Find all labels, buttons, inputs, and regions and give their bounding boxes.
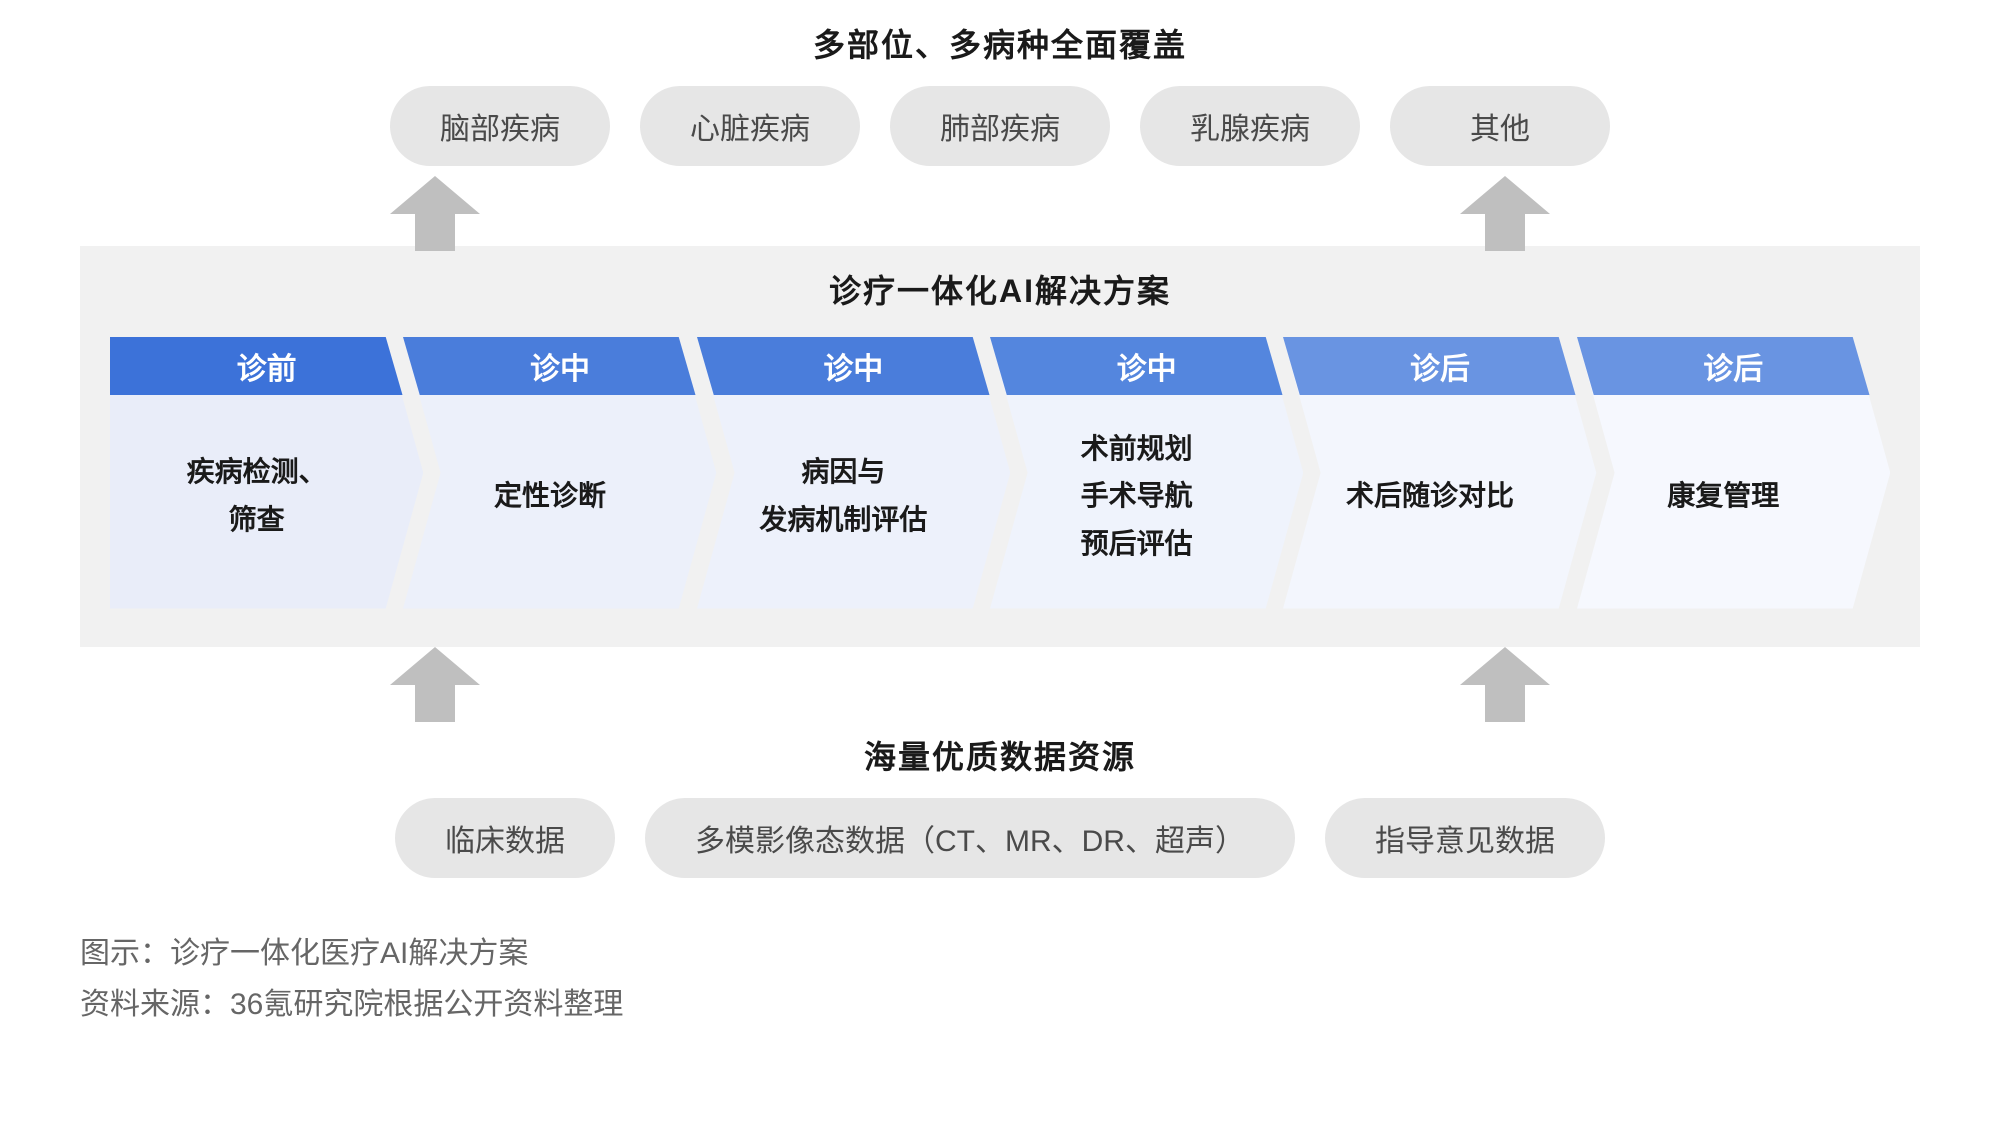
top-pill-row: 脑部疾病心脏疾病肺部疾病乳腺疾病其他: [80, 86, 1920, 166]
stage-header-label: 诊后: [1283, 337, 1596, 395]
stage-header-label: 诊中: [403, 337, 716, 395]
up-arrow-icon-1: [1460, 647, 1550, 722]
stage-3: 诊中术前规划手术导航预后评估: [990, 337, 1303, 597]
top-pill-2: 肺部疾病: [890, 86, 1110, 166]
top-pill-0: 脑部疾病: [390, 86, 610, 166]
stage-5: 诊后康复管理: [1577, 337, 1890, 597]
top-pill-1: 心脏疾病: [640, 86, 860, 166]
stage-2: 诊中病因与发病机制评估: [697, 337, 1010, 597]
stage-header-label: 诊中: [697, 337, 1010, 395]
up-arrow-icon-1: [1460, 176, 1550, 251]
middle-section: 诊疗一体化AI解决方案 诊前疾病检测、筛查诊中定性诊断诊中病因与发病机制评估诊中…: [80, 246, 1920, 647]
top-title: 多部位、多病种全面覆盖: [80, 20, 1920, 66]
arrow-row-bottom: [80, 647, 1920, 717]
up-arrow-icon-0: [390, 176, 480, 251]
stage-4: 诊后术后随诊对比: [1283, 337, 1596, 597]
stage-body-text: 病因与发病机制评估: [707, 395, 980, 597]
top-pill-4: 其他: [1390, 86, 1610, 166]
arrow-row-top: [80, 176, 1920, 246]
stage-body-text: 康复管理: [1587, 395, 1860, 597]
top-pill-3: 乳腺疾病: [1140, 86, 1360, 166]
up-arrow-icon-0: [390, 647, 480, 722]
stage-body-text: 术前规划手术导航预后评估: [1000, 395, 1273, 597]
bottom-pill-row: 临床数据多模影像态数据（CT、MR、DR、超声） 指导意见数据: [80, 798, 1920, 878]
bottom-pill-1: 多模影像态数据（CT、MR、DR、超声）: [645, 798, 1295, 878]
chevron-row: 诊前疾病检测、筛查诊中定性诊断诊中病因与发病机制评估诊中术前规划手术导航预后评估…: [110, 337, 1890, 597]
stage-header-label: 诊前: [110, 337, 423, 395]
stage-header-label: 诊后: [1577, 337, 1890, 395]
stage-body-text: 疾病检测、筛查: [120, 395, 393, 597]
stage-1: 诊中定性诊断: [403, 337, 716, 597]
stage-0: 诊前疾病检测、筛查: [110, 337, 423, 597]
stage-header-label: 诊中: [990, 337, 1303, 395]
caption: 图示：诊疗一体化医疗AI解决方案 资料来源：36氪研究院根据公开资料整理: [80, 928, 1920, 1030]
middle-title: 诊疗一体化AI解决方案: [110, 266, 1890, 312]
stage-body-text: 术后随诊对比: [1293, 395, 1566, 597]
caption-line1: 图示：诊疗一体化医疗AI解决方案: [80, 928, 1920, 979]
bottom-title: 海量优质数据资源: [80, 732, 1920, 778]
bottom-pill-0: 临床数据: [395, 798, 615, 878]
stage-body-text: 定性诊断: [413, 395, 686, 597]
caption-line2: 资料来源：36氪研究院根据公开资料整理: [80, 979, 1920, 1030]
bottom-pill-2: 指导意见数据: [1325, 798, 1605, 878]
